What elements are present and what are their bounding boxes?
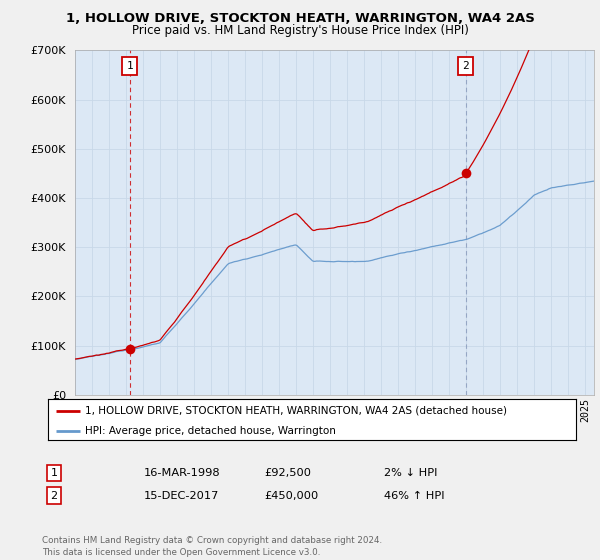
Text: 1, HOLLOW DRIVE, STOCKTON HEATH, WARRINGTON, WA4 2AS (detached house): 1, HOLLOW DRIVE, STOCKTON HEATH, WARRING… [85,405,507,416]
Text: 46% ↑ HPI: 46% ↑ HPI [384,491,445,501]
Text: £450,000: £450,000 [264,491,318,501]
Text: 1, HOLLOW DRIVE, STOCKTON HEATH, WARRINGTON, WA4 2AS: 1, HOLLOW DRIVE, STOCKTON HEATH, WARRING… [65,12,535,25]
Text: Contains HM Land Registry data © Crown copyright and database right 2024.
This d: Contains HM Land Registry data © Crown c… [42,536,382,557]
Text: 15-DEC-2017: 15-DEC-2017 [144,491,220,501]
Text: Price paid vs. HM Land Registry's House Price Index (HPI): Price paid vs. HM Land Registry's House … [131,24,469,36]
Text: 2: 2 [463,61,469,71]
Text: 1: 1 [126,61,133,71]
Text: 16-MAR-1998: 16-MAR-1998 [144,468,221,478]
Text: £92,500: £92,500 [264,468,311,478]
Text: HPI: Average price, detached house, Warrington: HPI: Average price, detached house, Warr… [85,426,336,436]
Text: 2: 2 [50,491,58,501]
Text: 2% ↓ HPI: 2% ↓ HPI [384,468,437,478]
Text: 1: 1 [50,468,58,478]
